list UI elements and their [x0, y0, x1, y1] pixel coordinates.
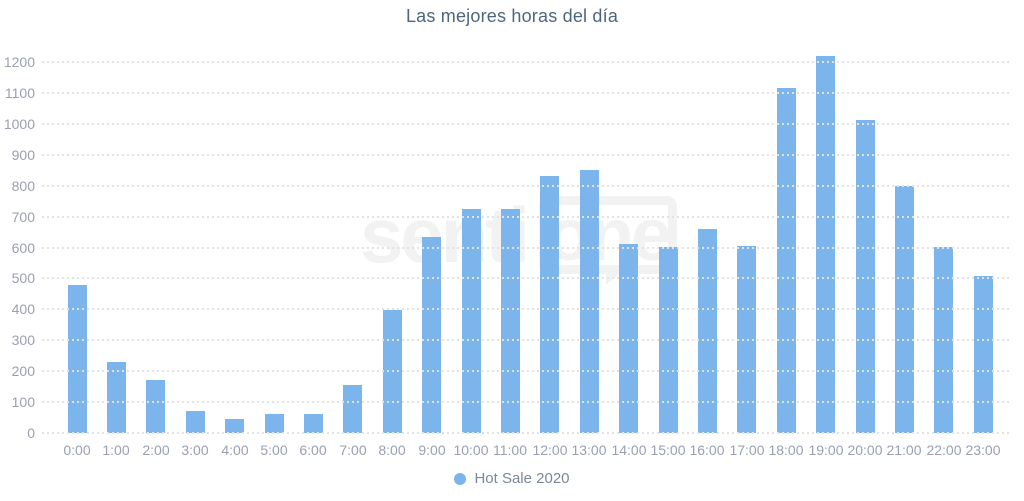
- x-axis-label-0:00: 0:00: [63, 442, 91, 458]
- y-axis-label-700: 700: [11, 209, 35, 225]
- x-axis-label-7:00: 7:00: [339, 442, 367, 458]
- bar-9:00[interactable]: [422, 237, 441, 433]
- bar-20:00[interactable]: [856, 120, 875, 433]
- bar-23:00[interactable]: [974, 276, 993, 433]
- x-axis-label-10:00: 10:00: [453, 442, 489, 458]
- y-axis-label-900: 900: [11, 147, 35, 163]
- x-axis-label-6:00: 6:00: [299, 442, 327, 458]
- bar-3:00[interactable]: [186, 411, 205, 433]
- x-axis-label-1:00: 1:00: [102, 442, 130, 458]
- x-axis-label-2:00: 2:00: [142, 442, 170, 458]
- x-axis-label-5:00: 5:00: [260, 442, 288, 458]
- x-axis-label-17:00: 17:00: [729, 442, 765, 458]
- bar-10:00[interactable]: [462, 209, 481, 433]
- x-axis-label-3:00: 3:00: [181, 442, 209, 458]
- x-axis-label-4:00: 4:00: [221, 442, 249, 458]
- legend-item-hot-sale-2020[interactable]: Hot Sale 2020: [0, 470, 1024, 487]
- x-axis-label-18:00: 18:00: [768, 442, 804, 458]
- x-axis-label-14:00: 14:00: [611, 442, 647, 458]
- bar-5:00[interactable]: [265, 414, 284, 433]
- gridline-1100: [42, 92, 1012, 94]
- y-axis-label-600: 600: [11, 240, 35, 256]
- bar-13:00[interactable]: [580, 170, 599, 433]
- y-axis-label-1200: 1200: [3, 54, 35, 70]
- x-axis-label-16:00: 16:00: [689, 442, 725, 458]
- y-axis-label-100: 100: [11, 394, 35, 410]
- bar-7:00[interactable]: [343, 385, 362, 433]
- x-axis-label-19:00: 19:00: [808, 442, 844, 458]
- y-axis-label-1000: 1000: [3, 116, 35, 132]
- bar-8:00[interactable]: [383, 310, 402, 433]
- bar-0:00[interactable]: [68, 285, 87, 433]
- y-axis-label-1100: 1100: [4, 85, 35, 101]
- x-axis-label-23:00: 23:00: [965, 442, 1001, 458]
- bar-14:00[interactable]: [619, 244, 638, 433]
- x-axis-label-15:00: 15:00: [650, 442, 686, 458]
- x-axis-label-8:00: 8:00: [378, 442, 406, 458]
- x-axis-label-9:00: 9:00: [418, 442, 446, 458]
- bar-2:00[interactable]: [146, 380, 165, 433]
- bar-11:00[interactable]: [501, 209, 520, 433]
- gridline-1200: [42, 61, 1012, 63]
- bar-1:00[interactable]: [107, 362, 126, 433]
- x-axis-label-21:00: 21:00: [886, 442, 922, 458]
- chart-title: Las mejores horas del día: [405, 6, 619, 26]
- y-axis-label-200: 200: [11, 363, 35, 379]
- x-axis-label-12:00: 12:00: [532, 442, 568, 458]
- bar-4:00[interactable]: [225, 419, 244, 433]
- x-axis-label-20:00: 20:00: [847, 442, 883, 458]
- x-axis-label-13:00: 13:00: [571, 442, 607, 458]
- bar-12:00[interactable]: [540, 176, 559, 433]
- bar-15:00[interactable]: [659, 247, 678, 433]
- y-axis-label-400: 400: [11, 301, 35, 317]
- bar-19:00[interactable]: [816, 56, 835, 433]
- x-axis-label-11:00: 11:00: [493, 442, 527, 458]
- y-axis-label-800: 800: [11, 178, 35, 194]
- y-axis-label-0: 0: [27, 425, 35, 441]
- legend-label: Hot Sale 2020: [474, 470, 570, 487]
- bar-6:00[interactable]: [304, 414, 323, 433]
- y-axis-label-300: 300: [11, 332, 35, 348]
- x-axis-label-22:00: 22:00: [926, 442, 962, 458]
- bar-18:00[interactable]: [777, 88, 796, 433]
- bar-17:00[interactable]: [737, 246, 756, 433]
- bar-21:00[interactable]: [895, 186, 914, 433]
- bar-16:00[interactable]: [698, 229, 717, 433]
- y-axis-label-500: 500: [11, 270, 35, 286]
- legend-marker-icon: [454, 472, 467, 485]
- bar-22:00[interactable]: [934, 247, 953, 433]
